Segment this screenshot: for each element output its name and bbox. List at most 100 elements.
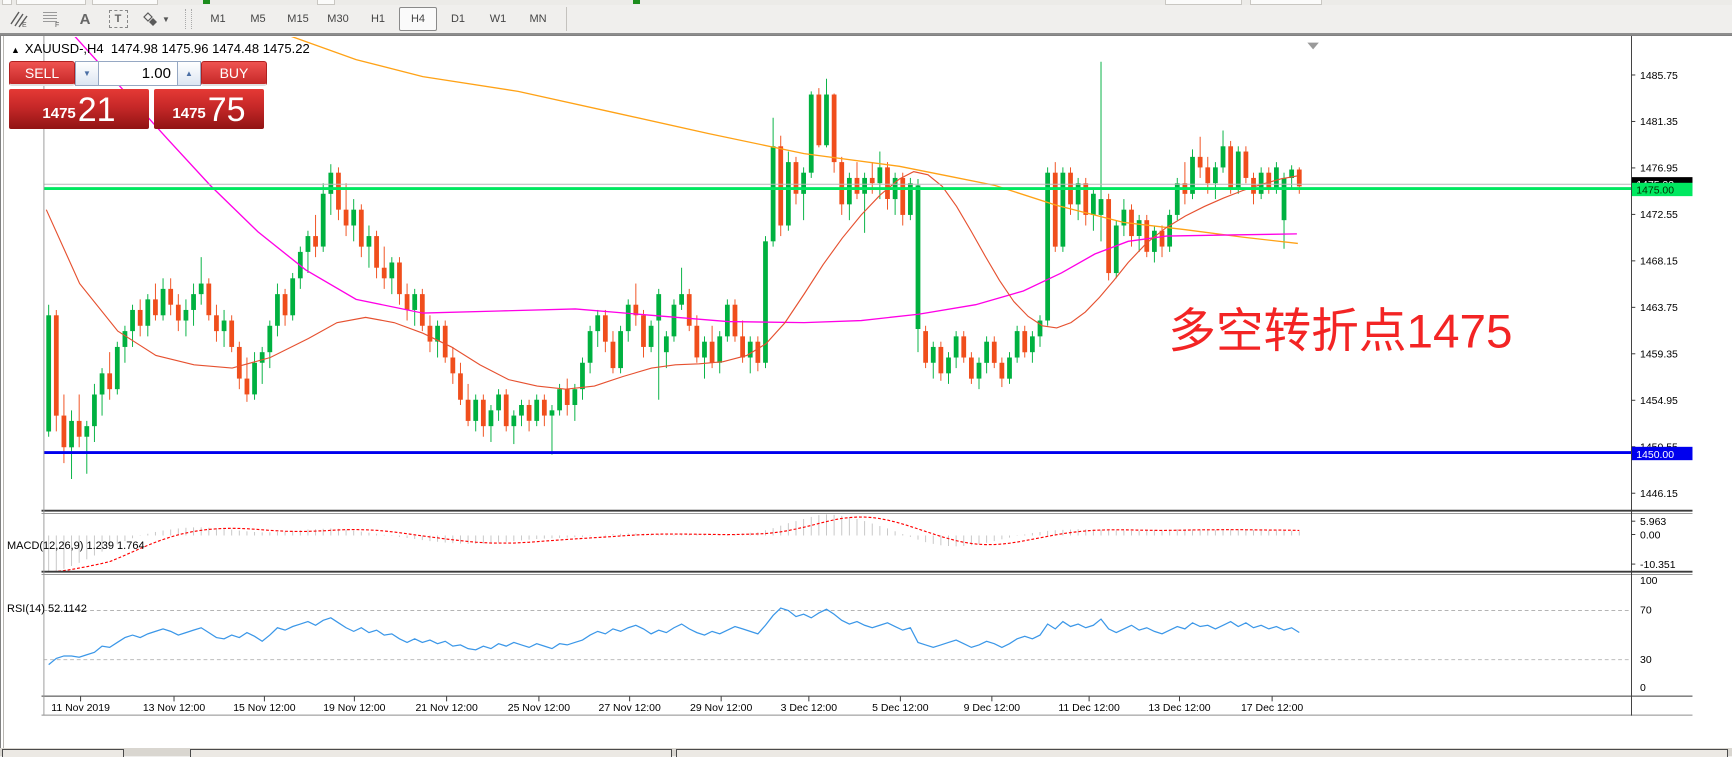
candle-body [1167, 214, 1173, 247]
candle-body [717, 336, 723, 363]
candle-body [404, 294, 410, 310]
candle-body [366, 236, 372, 247]
candle-body [1022, 331, 1028, 353]
chart-title: ▲ XAUUSD-,H4 1474.98 1475.96 1474.48 1475… [11, 41, 310, 56]
tab-timeframe-m30[interactable]: M30 [327, 13, 349, 25]
candle-body [1075, 183, 1081, 205]
tab-timeframe-h4[interactable]: H4 [399, 7, 437, 31]
date-axis-label: 13 Dec 12:00 [1148, 703, 1210, 714]
candle-body [648, 325, 654, 347]
ma-fast-line [45, 171, 1298, 390]
price-axis-label: 1472.55 [1640, 210, 1678, 221]
buy-price-display[interactable]: 1475 75 [154, 89, 264, 129]
candle-body [114, 346, 120, 390]
candle-body [557, 389, 562, 411]
candle-body [1144, 220, 1150, 252]
fibonacci-grid-icon[interactable]: F [38, 7, 66, 31]
date-axis-label: 17 Dec 12:00 [1241, 703, 1303, 714]
candle-body [1197, 156, 1203, 168]
candle-body [1152, 230, 1157, 252]
candle-body [580, 362, 585, 390]
tab-timeframe-d1[interactable]: D1 [450, 13, 466, 25]
candle-body [267, 325, 273, 353]
candle-body [244, 378, 250, 395]
candle-body [419, 294, 425, 326]
candle-body [465, 399, 471, 421]
volume-increase-button[interactable]: ▲ [177, 61, 201, 86]
collapse-arrow-icon[interactable]: ▲ [11, 45, 20, 55]
arrows-tool-icon[interactable]: ▼ [137, 7, 175, 31]
candle-body [808, 94, 814, 173]
sell-price-display[interactable]: 1475 21 [9, 89, 149, 129]
candle-body [1205, 167, 1211, 184]
tab-timeframe-m15[interactable]: M15 [287, 13, 309, 25]
volume-input[interactable] [99, 61, 177, 86]
clipped-icon [203, 0, 210, 4]
candle-body [252, 362, 257, 395]
candle-body [625, 304, 631, 332]
candle-body [968, 357, 974, 379]
tab-timeframe-m1[interactable]: M1 [210, 13, 226, 25]
main-price-pane[interactable]: 多空转折点1475 [43, 36, 1632, 479]
candle-body [1083, 183, 1089, 215]
candle-body [1091, 193, 1096, 215]
equidistant-channel-icon[interactable]: E [5, 7, 33, 31]
clipped-icon [317, 0, 335, 5]
tab-timeframe-m5[interactable]: M5 [250, 13, 266, 25]
tab-timeframe-w1[interactable]: W1 [489, 13, 507, 25]
candle-body [1251, 177, 1256, 194]
candle-body [1190, 156, 1195, 194]
candle-body [1098, 199, 1104, 215]
volume-decrease-button[interactable]: ▼ [75, 61, 99, 86]
clipped-icon [2, 0, 12, 5]
candle-body [610, 341, 616, 369]
timeframe-button-group: M1 M5 M15 M30 H1 H4 D1 W1 MN [198, 7, 558, 31]
clipped-icon [1250, 0, 1322, 5]
candle-body [656, 294, 662, 321]
sell-button[interactable]: SELL [9, 61, 75, 86]
text-label-tool-icon[interactable]: T [104, 7, 132, 31]
candle-body [953, 336, 959, 358]
candle-body [991, 341, 997, 363]
candle-body [900, 177, 906, 215]
candle-body [229, 320, 235, 347]
candle-body [1266, 172, 1272, 189]
candle-body [984, 341, 990, 363]
candle-body [1014, 331, 1020, 358]
tab-timeframe-mn[interactable]: MN [529, 13, 547, 25]
text-tool-icon[interactable]: A [79, 10, 91, 28]
candle-body [1243, 151, 1249, 178]
candle-body [519, 404, 524, 416]
macd-axis-label: 0.00 [1640, 530, 1661, 541]
candle-body [275, 294, 280, 326]
ma-mid-line [74, 36, 1297, 324]
clipped-tab [190, 749, 672, 757]
tab-timeframe-h1[interactable]: H1 [370, 13, 386, 25]
candle-body [76, 420, 82, 437]
candle-body [595, 315, 601, 332]
rsi-axis-label: 30 [1640, 655, 1652, 666]
date-axis-label: 25 Nov 12:00 [508, 703, 570, 714]
clipped-icon [1165, 0, 1242, 5]
candle-body [938, 346, 944, 374]
candle-body [160, 288, 166, 316]
symbol-label: XAUUSD-,H4 [24, 41, 104, 56]
candle-body [793, 162, 799, 194]
candle-body [198, 283, 204, 295]
candle-body [397, 262, 402, 295]
candle-body [343, 209, 349, 226]
rsi-indicator-label: RSI(14) 52.1142 [7, 603, 87, 615]
sell-price-main: 1475 [42, 105, 76, 122]
candle-body [214, 315, 219, 332]
price-axis-label: 1463.75 [1640, 303, 1678, 314]
candle-body [907, 183, 913, 215]
candle-body [602, 315, 608, 342]
buy-button[interactable]: BUY [201, 61, 267, 86]
date-axis-label: 15 Nov 12:00 [233, 703, 295, 714]
candle-body [831, 94, 837, 163]
chart-canvas[interactable]: 多空转折点1475 1485.75 1481.35 1476.95 1472.55 146… [1, 36, 1732, 749]
candle-body [1045, 172, 1051, 321]
candle-body [1235, 151, 1241, 189]
buy-price-main: 1475 [172, 105, 206, 122]
date-axis-label: 9 Dec 12:00 [964, 703, 1021, 714]
